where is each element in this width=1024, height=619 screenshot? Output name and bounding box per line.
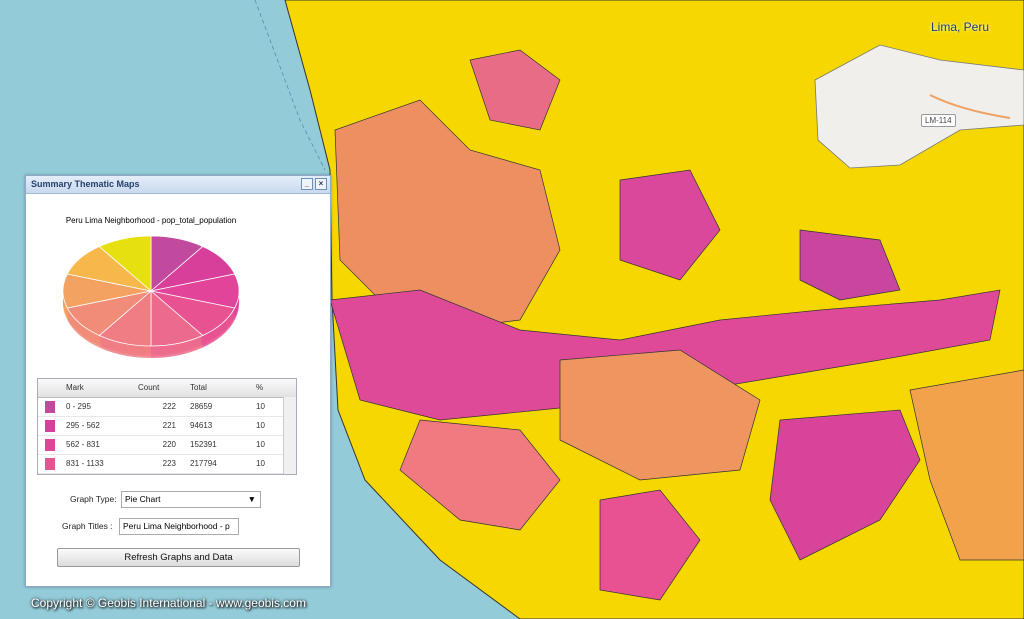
row-swatch xyxy=(45,401,55,413)
grid-body: 0 - 295 222 28659 10 295 - 562 221 94613 10 562 … xyxy=(38,398,296,474)
grid-cell: 10 xyxy=(256,440,265,449)
road xyxy=(929,94,1011,119)
pie-chart xyxy=(62,235,240,358)
grid-cell: 10 xyxy=(256,402,265,411)
column-header: Mark xyxy=(66,383,84,392)
grid-cell: 28659 xyxy=(190,402,213,411)
district xyxy=(909,369,1024,561)
district-grey xyxy=(814,44,1024,169)
data-grid: Mark Count Total% 0 - 295 222 28659 10 295 - 5… xyxy=(37,378,297,475)
grid-row: 0 - 295 222 28659 10 xyxy=(38,398,296,417)
road-label: LM-114 xyxy=(921,114,956,127)
dropdown-arrow: ▼ xyxy=(247,494,256,504)
grid-row: 831 - 1133 223 217794 10 xyxy=(38,455,296,474)
grid-cell: 94613 xyxy=(190,421,213,430)
grid-cell: 222 xyxy=(162,402,176,411)
district xyxy=(599,489,701,601)
pie-slice xyxy=(98,235,152,292)
graph-type-label: Graph Type: xyxy=(70,494,117,504)
graph-titles-input[interactable]: Peru Lima Neighborhood - p xyxy=(119,518,239,535)
graph-type-select[interactable]: Pie Chart ▼ xyxy=(121,491,261,508)
boundary xyxy=(254,0,326,171)
grid-row: 562 - 831 220 152391 10 xyxy=(38,436,296,455)
grid-cell: 10 xyxy=(256,421,265,430)
chart-title: Peru Lima Neighborhood - pop_total_popul… xyxy=(65,216,237,225)
grid-header: Mark Count Total% xyxy=(38,379,296,398)
refresh-button[interactable]: Refresh Graphs and Data xyxy=(57,548,300,567)
close-button[interactable]: × xyxy=(315,178,327,190)
grid-cell: 831 - 1133 xyxy=(66,459,104,468)
grid-row: 295 - 562 221 94613 10 xyxy=(38,417,296,436)
minimize-button[interactable]: _ xyxy=(301,178,313,190)
place-label: Lima, Peru xyxy=(931,20,990,34)
grid-cell: 221 xyxy=(162,421,176,430)
district xyxy=(334,99,561,331)
district xyxy=(799,229,901,301)
district xyxy=(769,409,921,561)
scrollbar[interactable] xyxy=(283,397,296,474)
column-header: Total xyxy=(190,383,207,392)
row-swatch xyxy=(45,458,55,470)
grid-cell: 562 - 831 xyxy=(66,440,100,449)
summary-panel: Summary Thematic Maps _ × Peru Lima Neig… xyxy=(25,175,331,587)
grid-cell: 0 - 295 xyxy=(66,402,91,411)
row-swatch xyxy=(45,420,55,432)
grid-cell: 220 xyxy=(162,440,176,449)
district xyxy=(619,169,721,281)
select-value: Pie Chart xyxy=(125,494,161,504)
district xyxy=(399,419,561,531)
panel-title: Summary Thematic Maps xyxy=(31,179,140,189)
column-header: % xyxy=(256,383,264,392)
grid-cell: 223 xyxy=(162,459,176,468)
column-header: Count xyxy=(138,383,160,392)
district xyxy=(559,349,761,481)
grid-cell: 152391 xyxy=(190,440,217,449)
grid-cell: 295 - 562 xyxy=(66,421,100,430)
grid-cell: 217794 xyxy=(190,459,217,468)
copyright: Copyright © Geobis International - www.g… xyxy=(31,596,306,610)
row-swatch xyxy=(45,439,55,451)
panel-titlebar: Summary Thematic Maps _ × xyxy=(26,176,330,194)
district xyxy=(469,49,561,131)
grid-cell: 10 xyxy=(256,459,265,468)
graph-titles-label: Graph Titles : xyxy=(62,521,113,531)
